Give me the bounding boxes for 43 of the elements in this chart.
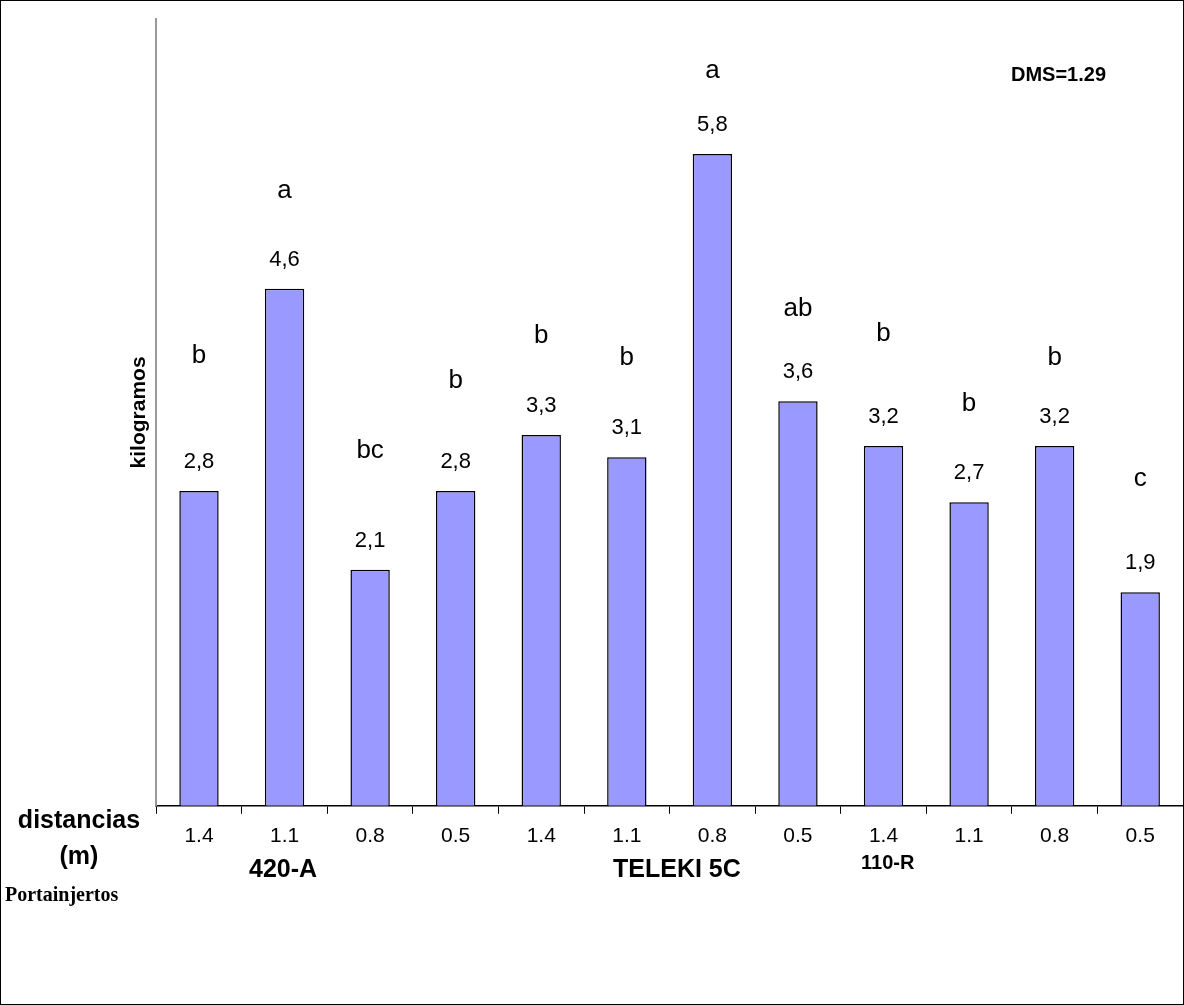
text: 420-A [249,854,318,883]
x-tick-label: 1.4 [526,823,557,847]
annotation: ab [783,292,813,323]
text: 110-R [861,851,915,874]
data-label: 3,2 [868,403,899,429]
annotation: bc [356,434,384,465]
data-label: 2,1 [354,526,386,552]
data-label: 4,6 [269,245,300,271]
annotation: b [619,341,635,372]
x-tick-label: 0.5 [1125,823,1155,847]
data-label: 5,8 [697,110,728,136]
annotation: b [876,317,891,348]
annotation: c [1133,462,1147,493]
x-tick-label: 1.4 [868,823,899,847]
x-tick-label: 1.1 [954,823,984,847]
x-tick-label: 0.8 [697,823,727,847]
annotation: a [277,174,293,205]
annotation: b [191,339,207,370]
y-axis-title: kilogramos [126,356,150,469]
x-tick-label: 0.5 [783,823,813,847]
annotation: b [534,319,549,350]
annotation: DMS=1.29 [1011,63,1107,86]
annotation: b [961,387,977,418]
text: TELEKI 5C [613,854,741,883]
data-label: 3,2 [1039,403,1070,429]
x-tick-label: 1.1 [269,823,300,847]
data-label: 2,7 [953,459,985,485]
data-label: 3,1 [611,414,643,440]
annotation: a [705,54,721,85]
data-label: 1,9 [1124,549,1156,575]
x-tick-label: 0.8 [1040,823,1070,847]
x-axis-title: distancias (m) [16,804,142,871]
data-label: 2,8 [183,448,215,474]
data-label: 2,8 [440,448,471,474]
annotation: b [448,364,463,395]
text: Portainjertos [5,883,119,906]
x-tick-label: 0.5 [441,823,471,847]
x-tick-label: 1.4 [184,823,214,847]
data-label: 3,6 [782,358,814,384]
x-tick-label: 0.8 [355,823,385,847]
x-tick-label: 1.1 [612,823,642,847]
data-label: 3,3 [525,391,557,417]
annotation: b [1047,341,1062,372]
